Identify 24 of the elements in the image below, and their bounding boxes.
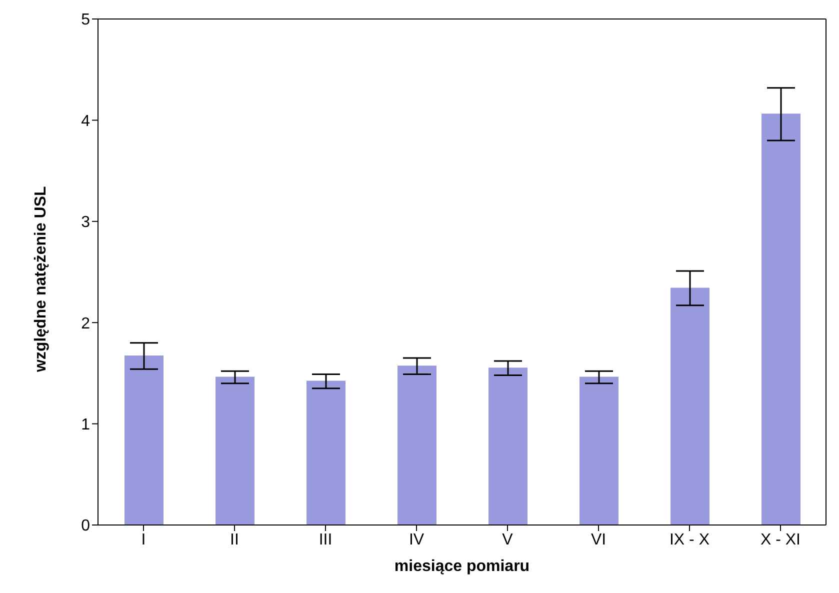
x-axis-title: miesiące pomiaru (394, 558, 530, 575)
y-tick-label: 2 (81, 315, 90, 332)
x-tick-label: II (230, 531, 239, 548)
y-axis-title: względne natężenie USL (32, 186, 50, 373)
x-tick-label: V (502, 531, 514, 548)
x-tick-label: X - XI (760, 531, 801, 548)
y-tick-label: 1 (81, 416, 90, 434)
bar (306, 380, 346, 525)
x-tick-label: III (318, 531, 332, 548)
y-tick-label: 0 (81, 518, 90, 535)
x-tick-label: VI (590, 531, 606, 548)
y-tick-label: 3 (81, 214, 90, 232)
y-tick-label: 5 (81, 12, 90, 29)
x-tick-label: IX - X (669, 531, 710, 548)
y-tick-label: 4 (81, 112, 90, 130)
bar (398, 366, 436, 525)
bar (670, 288, 710, 525)
x-tick-label: IV (408, 531, 424, 548)
bar (124, 355, 164, 525)
bar (580, 376, 618, 525)
bar (762, 114, 800, 525)
bar (488, 368, 528, 525)
bar (216, 376, 254, 525)
x-tick-label: I (141, 531, 146, 548)
